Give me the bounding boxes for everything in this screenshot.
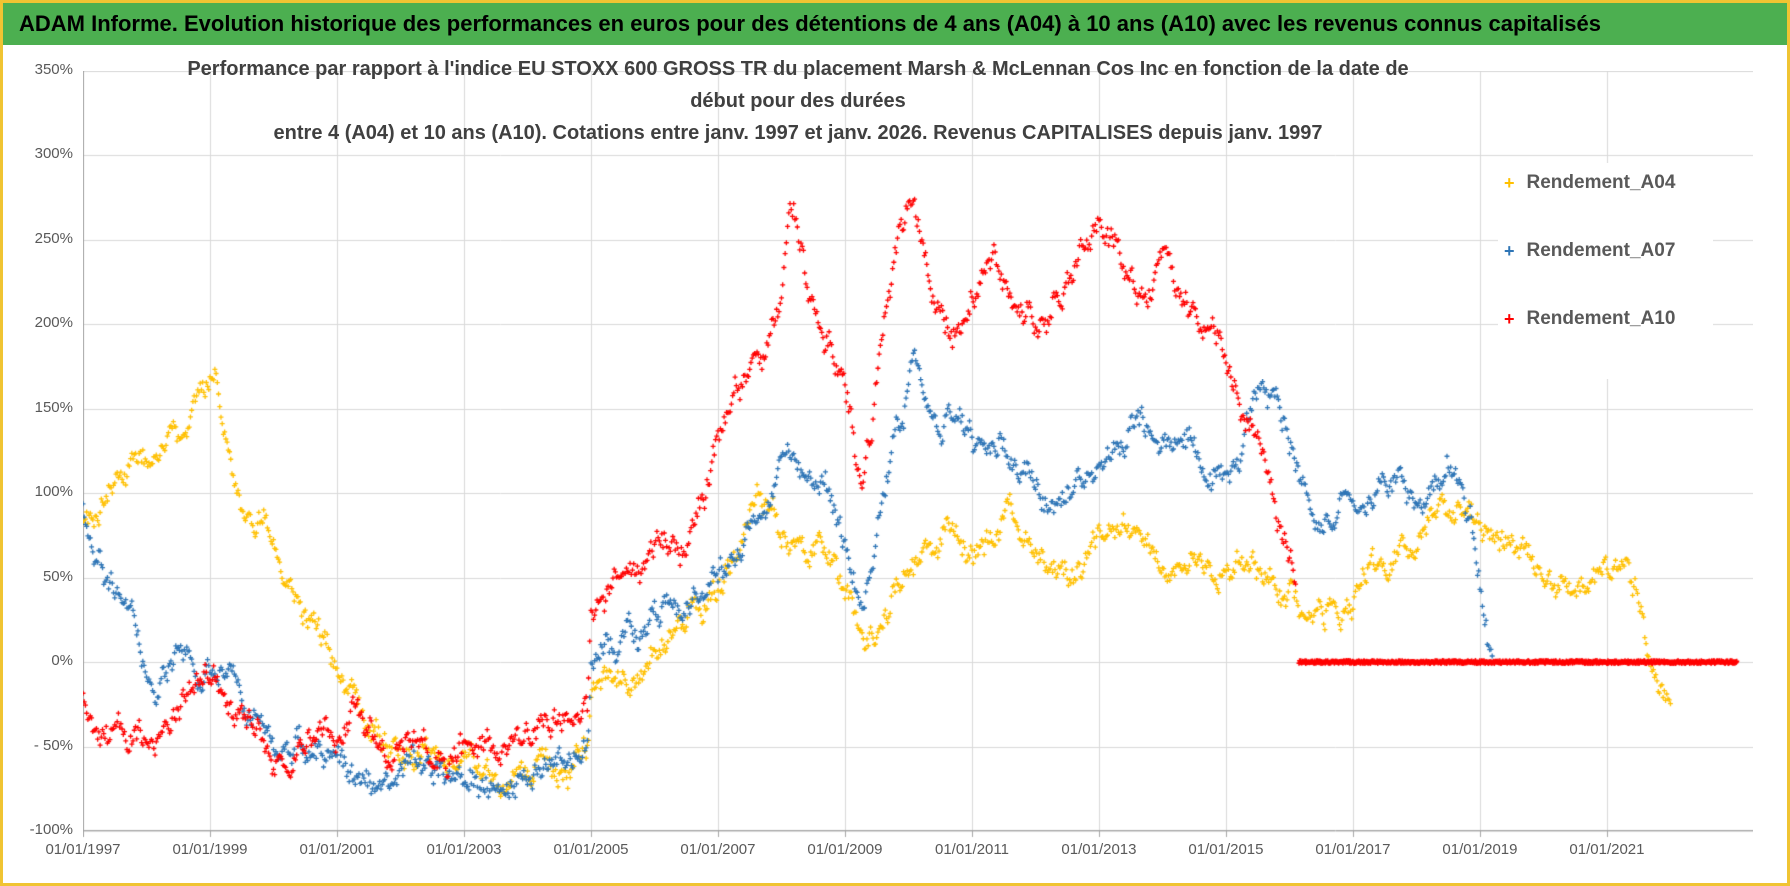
legend-label: Rendement_A07 — [1526, 240, 1676, 261]
legend-marker-icon: + — [1504, 173, 1515, 193]
legend-item[interactable]: + Rendement_A10 — [1504, 307, 1713, 331]
y-tick-label: - 50% — [33, 736, 73, 754]
x-tick-label: 01/01/2003 — [426, 841, 502, 858]
chart-title: Performance par rapport à l'indice EU ST… — [163, 53, 1433, 149]
x-tick-label: 01/01/2005 — [553, 841, 629, 858]
x-tick-label: 01/01/2001 — [299, 841, 375, 858]
y-tick-label: 300% — [34, 145, 73, 163]
y-tick-label: 0% — [51, 652, 73, 670]
x-tick-label: 01/01/2009 — [807, 841, 883, 858]
y-tick-label: 250% — [34, 229, 73, 247]
x-tick-label: 01/01/2013 — [1061, 841, 1137, 858]
y-tick-label: 200% — [34, 314, 73, 332]
legend-marker-icon: + — [1504, 241, 1515, 261]
y-tick-label: 150% — [34, 398, 73, 416]
chart-title-line1: Performance par rapport à l'indice EU ST… — [187, 58, 1409, 112]
y-tick-label: 50% — [42, 567, 73, 585]
header-banner: ADAM Informe. Evolution historique des p… — [3, 3, 1787, 45]
scatter-plot-canvas — [83, 71, 1753, 841]
y-tick-label: -100% — [29, 821, 73, 838]
x-tick-label: 01/01/2011 — [934, 841, 1009, 858]
x-tick-label: 01/01/2007 — [680, 841, 756, 858]
legend-item[interactable]: + Rendement_A04 — [1504, 171, 1713, 195]
legend-label: Rendement_A04 — [1526, 172, 1676, 193]
legend-item[interactable]: + Rendement_A07 — [1504, 239, 1713, 263]
x-tick-label: 01/01/2019 — [1442, 841, 1518, 858]
header-title: ADAM Informe. Evolution historique des p… — [19, 11, 1602, 36]
legend: + Rendement_A04 + Rendement_A07 + Rendement_A… — [1498, 163, 1713, 379]
x-tick-label: 01/01/2021 — [1569, 841, 1645, 858]
legend-label: Rendement_A10 — [1526, 308, 1676, 329]
chart-title-line2: entre 4 (A04) et 10 ans (A10). Cotations… — [273, 122, 1323, 144]
y-tick-label: 350% — [34, 61, 73, 78]
y-tick-label: 100% — [34, 483, 73, 501]
x-tick-label: 01/01/1999 — [172, 841, 248, 858]
legend-marker-icon: + — [1504, 309, 1515, 329]
x-tick-label: 01/01/2017 — [1315, 841, 1391, 858]
x-tick-label: 01/01/1997 — [45, 841, 121, 858]
x-tick-label: 01/01/2015 — [1188, 841, 1264, 858]
chart-area: Performance par rapport à l'indice EU ST… — [3, 45, 1787, 883]
